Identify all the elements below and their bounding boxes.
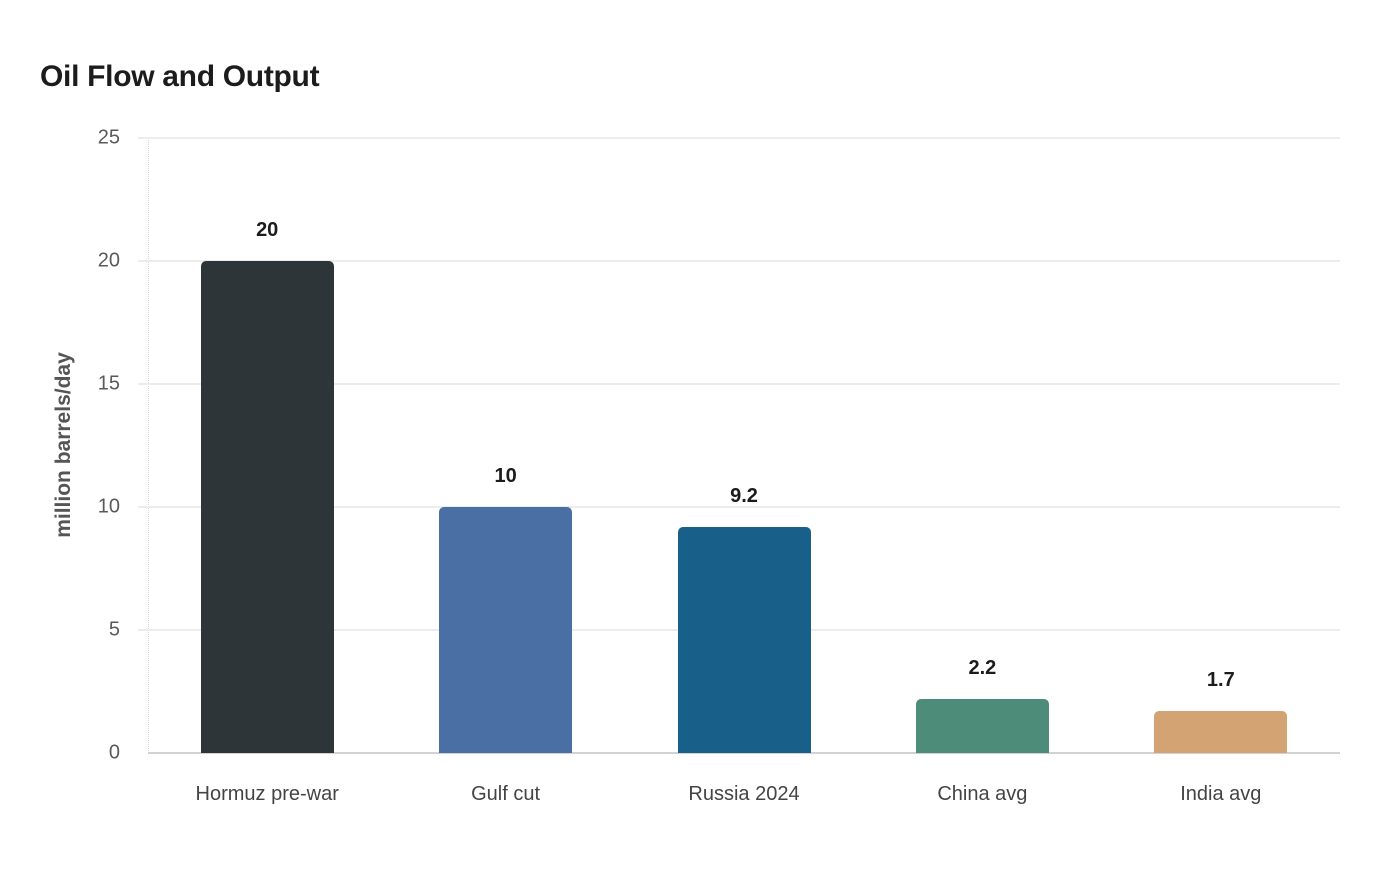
y-tick-label: 25	[97, 126, 120, 149]
x-tick-label: Russia 2024	[688, 783, 800, 805]
bar[interactable]	[200, 261, 334, 753]
bar[interactable]	[677, 526, 811, 753]
x-tick-label: Gulf cut	[471, 783, 541, 805]
gridline	[138, 137, 1340, 139]
chart-title: Oil Flow and Output	[40, 60, 320, 93]
gridline	[138, 506, 1340, 508]
bar[interactable]	[439, 507, 573, 753]
gridline	[138, 383, 1340, 385]
bar-value-label: 10	[494, 465, 517, 487]
bar[interactable]	[1154, 711, 1288, 753]
y-tick-label: 10	[97, 495, 120, 518]
bar[interactable]	[915, 698, 1049, 753]
y-axis-line	[148, 138, 149, 753]
plot-area: 20 10 9.2 2.2 1.7	[138, 137, 1340, 754]
x-tick-label: China avg	[937, 783, 1028, 805]
bar-value-label: 20	[256, 219, 279, 241]
y-tick-label: 0	[108, 741, 120, 764]
bar-value-label: 2.2	[968, 656, 997, 679]
x-tick-label: Hormuz pre-war	[195, 783, 339, 805]
y-tick-label: 20	[97, 249, 120, 272]
y-tick-label: 15	[97, 372, 120, 395]
y-tick-label: 5	[108, 618, 120, 641]
bar-value-label: 9.2	[730, 484, 758, 507]
bar-value-label: 1.7	[1206, 669, 1235, 692]
x-axis-line	[148, 752, 1340, 754]
gridline	[138, 260, 1340, 262]
x-tick-label: India avg	[1180, 783, 1262, 805]
